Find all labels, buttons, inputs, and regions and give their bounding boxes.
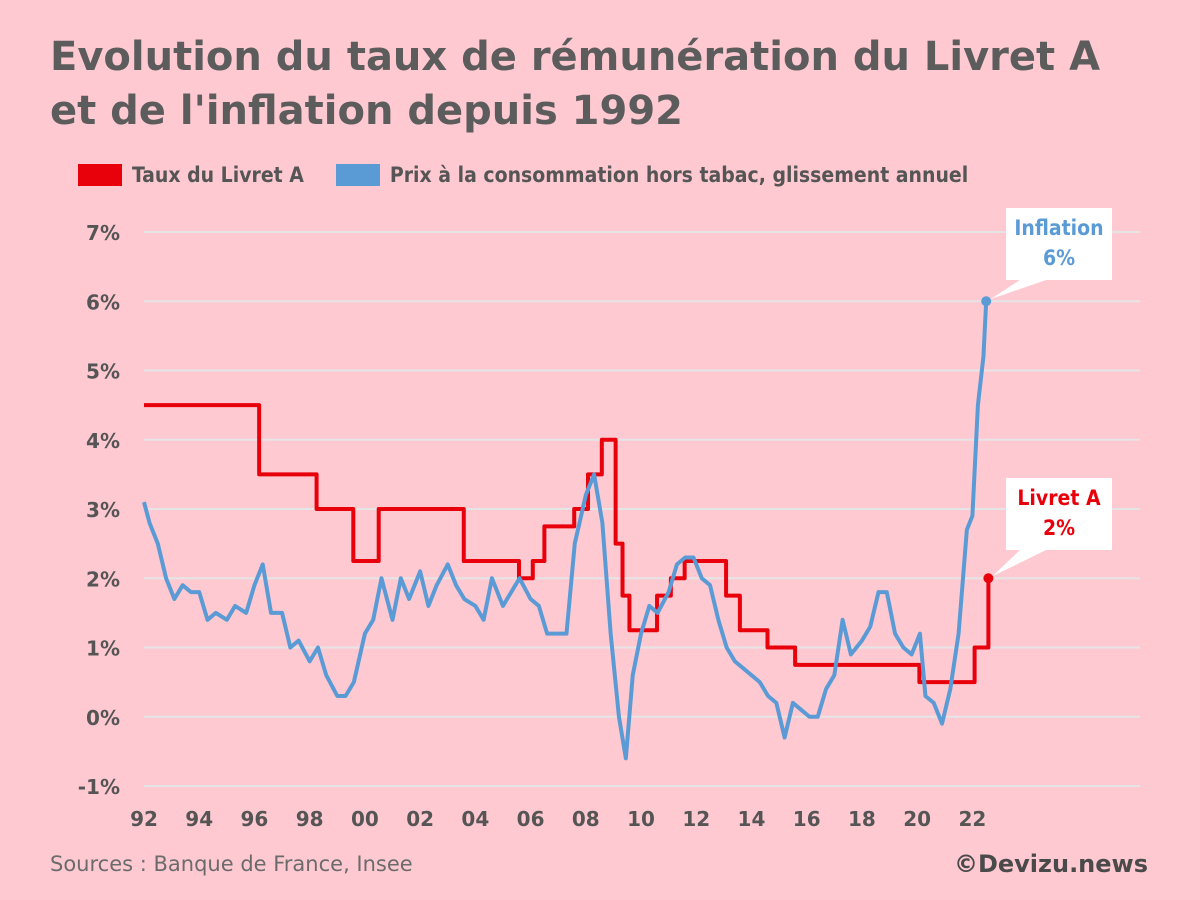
x-tick-label: 96 [241, 807, 269, 831]
series-line-inflation [142, 301, 989, 761]
title-line-1: Evolution du taux de rémunération du Liv… [50, 34, 1101, 80]
legend-item-livret: Taux du Livret A [78, 163, 304, 187]
x-tick-label: 04 [461, 807, 489, 831]
brand-logo: ©Devizu.news [953, 850, 1148, 878]
y-tick-label: 5% [86, 360, 120, 384]
callout-inflation: Inflation 6% [990, 208, 1112, 300]
callout-livret-label: Livret A [1017, 486, 1101, 510]
endpoint-livret [983, 573, 994, 584]
callout-livret: Livret A 2% [992, 478, 1112, 577]
callout-livret-value: 2% [1043, 516, 1075, 540]
y-tick-label: 1% [86, 637, 120, 661]
callout-livret-box [1006, 478, 1112, 550]
legend: Taux du Livret A Prix à la consommation … [78, 160, 1000, 190]
callout-inflation-value: 6% [1043, 246, 1075, 270]
x-tick-label: 02 [406, 807, 434, 831]
x-tick-label: 18 [848, 807, 876, 831]
y-tick-label: 2% [86, 567, 120, 591]
callout-livret-tail [992, 550, 1046, 577]
source-note: Sources : Banque de France, Insee [50, 852, 413, 876]
endpoint-inflation [981, 296, 992, 307]
callout-inflation-label: Inflation [1014, 216, 1103, 240]
x-tick-label: 16 [793, 807, 821, 831]
callout-inflation-box [1006, 208, 1112, 280]
x-tick-label: 92 [130, 807, 158, 831]
y-tick-label: 6% [86, 290, 120, 314]
legend-label-inflation: Prix à la consommation hors tabac, gliss… [389, 163, 969, 187]
y-tick-label: 3% [86, 498, 120, 522]
y-tick-label: 4% [86, 429, 120, 453]
x-tick-label: 22 [958, 807, 986, 831]
legend-item-inflation: Prix à la consommation hors tabac, gliss… [335, 163, 969, 187]
x-tick-label: 06 [517, 807, 545, 831]
x-tick-label: 08 [572, 807, 600, 831]
y-tick-label: -1% [78, 775, 120, 799]
callout-inflation-tail [990, 280, 1046, 300]
y-tick-label: 7% [86, 221, 120, 245]
title-line-2: et de l'inflation depuis 1992 [50, 88, 684, 134]
x-tick-label: 14 [738, 807, 766, 831]
legend-label-livret: Taux du Livret A [132, 163, 304, 187]
chart-title: Evolution du taux de rémunération du Liv… [50, 30, 1170, 138]
x-tick-label: 00 [351, 807, 379, 831]
x-tick-label: 10 [627, 807, 655, 831]
x-tick-label: 20 [903, 807, 931, 831]
x-tick-label: 98 [296, 807, 324, 831]
x-tick-label: 12 [682, 807, 710, 831]
legend-swatch-inflation [335, 164, 380, 186]
y-tick-label: 0% [86, 706, 120, 730]
series-line-livret [144, 403, 991, 685]
x-tick-label: 94 [185, 807, 213, 831]
legend-swatch-livret [78, 164, 122, 186]
